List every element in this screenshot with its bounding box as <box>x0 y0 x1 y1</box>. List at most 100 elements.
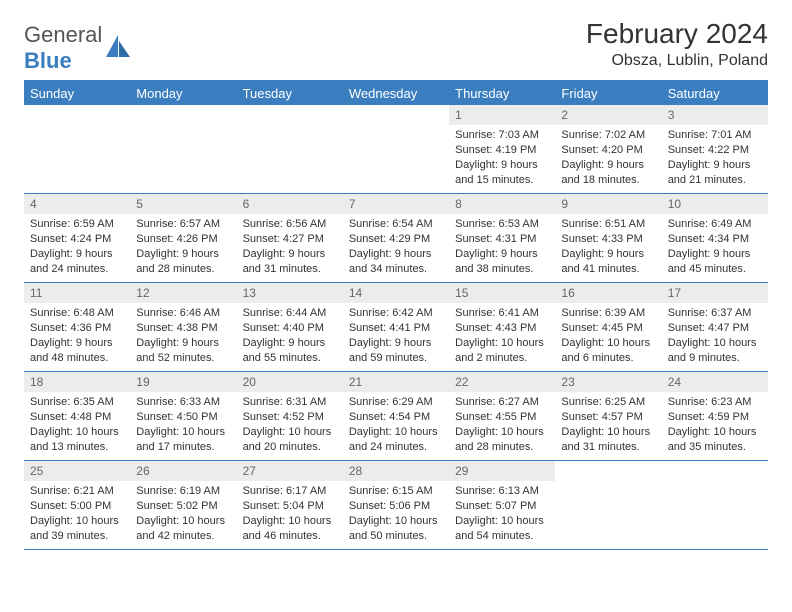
day-line: and 59 minutes. <box>349 351 443 366</box>
weekday-header-cell: Thursday <box>449 82 555 105</box>
day-cell: 8Sunrise: 6:53 AMSunset: 4:31 PMDaylight… <box>449 194 555 282</box>
day-line: Sunrise: 6:46 AM <box>136 306 230 321</box>
day-cell: 17Sunrise: 6:37 AMSunset: 4:47 PMDayligh… <box>662 283 768 371</box>
weekday-header: SundayMondayTuesdayWednesdayThursdayFrid… <box>24 82 768 105</box>
day-line: and 6 minutes. <box>561 351 655 366</box>
day-line: Sunset: 4:20 PM <box>561 143 655 158</box>
day-line: and 38 minutes. <box>455 262 549 277</box>
week-row: 4Sunrise: 6:59 AMSunset: 4:24 PMDaylight… <box>24 194 768 283</box>
day-body: Sunrise: 7:01 AMSunset: 4:22 PMDaylight:… <box>662 125 768 192</box>
day-cell: 24Sunrise: 6:23 AMSunset: 4:59 PMDayligh… <box>662 372 768 460</box>
day-body: Sunrise: 6:33 AMSunset: 4:50 PMDaylight:… <box>130 392 236 459</box>
day-line: Daylight: 10 hours <box>136 425 230 440</box>
day-cell: 22Sunrise: 6:27 AMSunset: 4:55 PMDayligh… <box>449 372 555 460</box>
day-cell: 18Sunrise: 6:35 AMSunset: 4:48 PMDayligh… <box>24 372 130 460</box>
day-body: Sunrise: 6:41 AMSunset: 4:43 PMDaylight:… <box>449 303 555 370</box>
day-line: and 31 minutes. <box>561 440 655 455</box>
day-body: Sunrise: 7:03 AMSunset: 4:19 PMDaylight:… <box>449 125 555 192</box>
day-line: Sunrise: 6:23 AM <box>668 395 762 410</box>
day-cell: 14Sunrise: 6:42 AMSunset: 4:41 PMDayligh… <box>343 283 449 371</box>
day-number: 21 <box>343 372 449 392</box>
day-line: Daylight: 10 hours <box>30 425 124 440</box>
day-line: and 31 minutes. <box>243 262 337 277</box>
day-line: Sunset: 4:57 PM <box>561 410 655 425</box>
day-line: Sunrise: 6:27 AM <box>455 395 549 410</box>
day-number: 12 <box>130 283 236 303</box>
day-line: Sunrise: 6:54 AM <box>349 217 443 232</box>
week-row: 1Sunrise: 7:03 AMSunset: 4:19 PMDaylight… <box>24 105 768 194</box>
day-body: Sunrise: 6:44 AMSunset: 4:40 PMDaylight:… <box>237 303 343 370</box>
day-line: Sunset: 4:45 PM <box>561 321 655 336</box>
day-number: 2 <box>555 105 661 125</box>
day-body: Sunrise: 6:39 AMSunset: 4:45 PMDaylight:… <box>555 303 661 370</box>
day-body: Sunrise: 6:37 AMSunset: 4:47 PMDaylight:… <box>662 303 768 370</box>
weekday-header-cell: Tuesday <box>237 82 343 105</box>
day-body: Sunrise: 6:49 AMSunset: 4:34 PMDaylight:… <box>662 214 768 281</box>
day-body: Sunrise: 6:31 AMSunset: 4:52 PMDaylight:… <box>237 392 343 459</box>
day-line: Sunset: 4:41 PM <box>349 321 443 336</box>
day-number: 27 <box>237 461 343 481</box>
day-body: Sunrise: 6:53 AMSunset: 4:31 PMDaylight:… <box>449 214 555 281</box>
day-line: Sunset: 4:50 PM <box>136 410 230 425</box>
day-line: Daylight: 9 hours <box>349 247 443 262</box>
week-row: 18Sunrise: 6:35 AMSunset: 4:48 PMDayligh… <box>24 372 768 461</box>
day-number: 16 <box>555 283 661 303</box>
day-number: 19 <box>130 372 236 392</box>
day-number: 3 <box>662 105 768 125</box>
day-cell: 11Sunrise: 6:48 AMSunset: 4:36 PMDayligh… <box>24 283 130 371</box>
day-cell: 15Sunrise: 6:41 AMSunset: 4:43 PMDayligh… <box>449 283 555 371</box>
day-line: Daylight: 9 hours <box>349 336 443 351</box>
day-line: Sunrise: 6:29 AM <box>349 395 443 410</box>
day-line: and 34 minutes. <box>349 262 443 277</box>
sail-icon <box>104 33 132 64</box>
day-number: 13 <box>237 283 343 303</box>
day-line: and 39 minutes. <box>30 529 124 544</box>
day-line: Sunrise: 6:57 AM <box>136 217 230 232</box>
day-number: 20 <box>237 372 343 392</box>
day-line: Sunrise: 6:51 AM <box>561 217 655 232</box>
weeks-container: 1Sunrise: 7:03 AMSunset: 4:19 PMDaylight… <box>24 105 768 550</box>
day-line: Sunrise: 6:31 AM <box>243 395 337 410</box>
day-line: and 24 minutes. <box>349 440 443 455</box>
weekday-header-cell: Monday <box>130 82 236 105</box>
week-row: 11Sunrise: 6:48 AMSunset: 4:36 PMDayligh… <box>24 283 768 372</box>
day-line: Daylight: 9 hours <box>561 247 655 262</box>
header: General Blue February 2024 Obsza, Lublin… <box>24 18 768 74</box>
day-line: and 28 minutes. <box>455 440 549 455</box>
day-line: Sunrise: 6:53 AM <box>455 217 549 232</box>
day-line: Sunset: 5:04 PM <box>243 499 337 514</box>
day-line: and 55 minutes. <box>243 351 337 366</box>
day-line: and 42 minutes. <box>136 529 230 544</box>
day-line: Daylight: 10 hours <box>668 425 762 440</box>
day-body: Sunrise: 6:54 AMSunset: 4:29 PMDaylight:… <box>343 214 449 281</box>
day-line: Sunrise: 6:15 AM <box>349 484 443 499</box>
day-cell: 7Sunrise: 6:54 AMSunset: 4:29 PMDaylight… <box>343 194 449 282</box>
day-number: 29 <box>449 461 555 481</box>
day-body: Sunrise: 6:29 AMSunset: 4:54 PMDaylight:… <box>343 392 449 459</box>
day-number: 23 <box>555 372 661 392</box>
day-line: Sunset: 4:27 PM <box>243 232 337 247</box>
day-line: and 35 minutes. <box>668 440 762 455</box>
day-line: Daylight: 10 hours <box>349 425 443 440</box>
day-body: Sunrise: 6:23 AMSunset: 4:59 PMDaylight:… <box>662 392 768 459</box>
day-line: Daylight: 9 hours <box>136 336 230 351</box>
day-body: Sunrise: 6:25 AMSunset: 4:57 PMDaylight:… <box>555 392 661 459</box>
day-line: Daylight: 10 hours <box>455 425 549 440</box>
day-body: Sunrise: 6:46 AMSunset: 4:38 PMDaylight:… <box>130 303 236 370</box>
brand-part1: General <box>24 22 102 47</box>
day-line: Sunrise: 6:42 AM <box>349 306 443 321</box>
day-line: Sunrise: 6:48 AM <box>30 306 124 321</box>
day-body: Sunrise: 7:02 AMSunset: 4:20 PMDaylight:… <box>555 125 661 192</box>
day-body: Sunrise: 6:59 AMSunset: 4:24 PMDaylight:… <box>24 214 130 281</box>
day-line: Sunrise: 6:44 AM <box>243 306 337 321</box>
day-line: Daylight: 10 hours <box>668 336 762 351</box>
day-number: 4 <box>24 194 130 214</box>
day-line: Daylight: 9 hours <box>30 336 124 351</box>
day-body: Sunrise: 6:35 AMSunset: 4:48 PMDaylight:… <box>24 392 130 459</box>
day-line: and 50 minutes. <box>349 529 443 544</box>
day-line: Sunset: 5:02 PM <box>136 499 230 514</box>
weekday-header-cell: Sunday <box>24 82 130 105</box>
day-number: 1 <box>449 105 555 125</box>
day-cell: 26Sunrise: 6:19 AMSunset: 5:02 PMDayligh… <box>130 461 236 549</box>
day-line: and 41 minutes. <box>561 262 655 277</box>
